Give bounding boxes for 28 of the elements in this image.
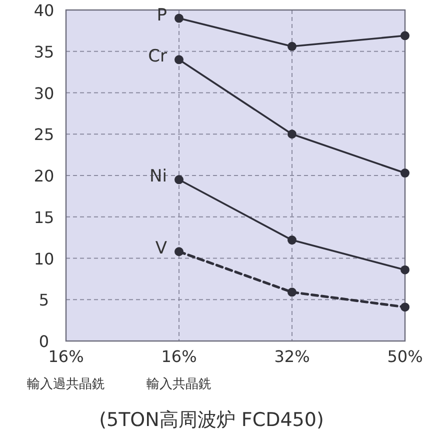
point [174,55,184,64]
point [288,236,296,245]
y-tick-label: 15 [34,208,54,227]
y-tick-label: 25 [34,125,54,144]
point [400,31,410,40]
point [288,42,296,51]
series-label: V [155,238,168,259]
series-label: Cr [148,46,168,67]
y-tick-label: 10 [34,249,54,268]
x-tick-label: 50% [387,347,423,366]
point [400,302,410,312]
point [174,175,184,184]
series-label: P [156,5,167,26]
point [174,14,184,23]
y-tick-label: 30 [34,84,54,103]
point [174,247,184,256]
point [400,168,410,178]
point [288,288,296,297]
point [288,130,296,139]
y-tick-label: 35 [34,42,54,62]
y-tick-label: 40 [34,1,54,20]
x-tick-label: 32% [274,347,310,366]
x-axis-title: (5TON高周波炉 FCD450) [99,409,324,431]
y-tick-label: 20 [34,166,54,186]
x-tick-label: 16% 輸入共晶銑 [146,347,212,392]
point [400,265,410,274]
y-tick-label: 5 [38,290,50,310]
series-label: Ni [150,166,167,187]
